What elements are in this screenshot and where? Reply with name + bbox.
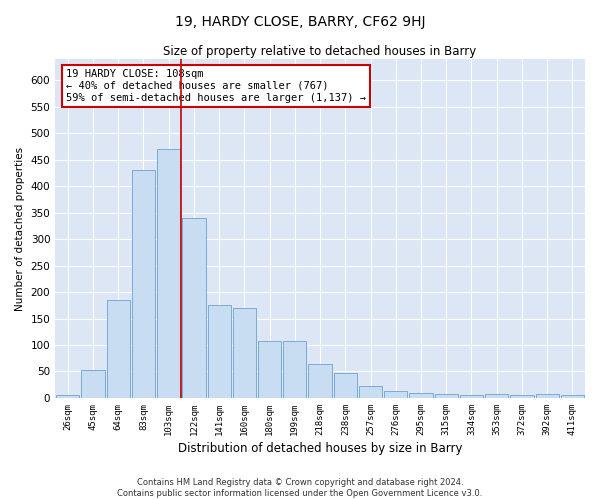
Bar <box>157 149 181 398</box>
Bar <box>233 308 256 398</box>
Bar <box>56 396 79 398</box>
Text: Contains HM Land Registry data © Crown copyright and database right 2024.
Contai: Contains HM Land Registry data © Crown c… <box>118 478 482 498</box>
Bar <box>561 396 584 398</box>
Bar <box>258 341 281 398</box>
Bar <box>536 394 559 398</box>
Y-axis label: Number of detached properties: Number of detached properties <box>15 146 25 310</box>
X-axis label: Distribution of detached houses by size in Barry: Distribution of detached houses by size … <box>178 442 463 455</box>
Bar <box>107 300 130 398</box>
Text: 19 HARDY CLOSE: 108sqm
← 40% of detached houses are smaller (767)
59% of semi-de: 19 HARDY CLOSE: 108sqm ← 40% of detached… <box>66 70 366 102</box>
Bar <box>384 391 407 398</box>
Bar <box>434 394 458 398</box>
Bar <box>208 306 231 398</box>
Bar <box>460 396 483 398</box>
Text: 19, HARDY CLOSE, BARRY, CF62 9HJ: 19, HARDY CLOSE, BARRY, CF62 9HJ <box>175 15 425 29</box>
Bar <box>409 392 433 398</box>
Bar <box>82 370 104 398</box>
Bar <box>308 364 332 398</box>
Bar <box>283 341 307 398</box>
Bar <box>511 396 533 398</box>
Bar <box>334 372 357 398</box>
Title: Size of property relative to detached houses in Barry: Size of property relative to detached ho… <box>163 45 477 58</box>
Bar <box>182 218 206 398</box>
Bar <box>485 394 508 398</box>
Bar <box>359 386 382 398</box>
Bar <box>132 170 155 398</box>
